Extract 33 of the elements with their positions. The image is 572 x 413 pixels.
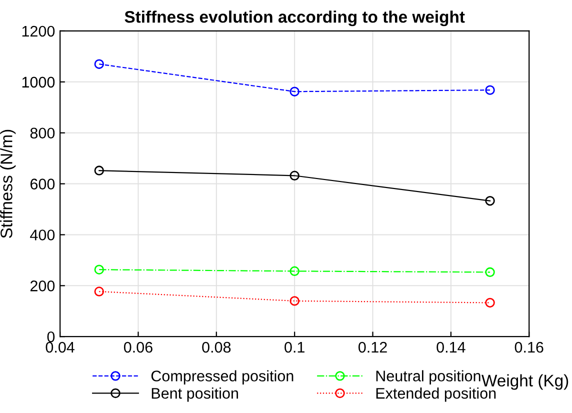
point (290, 266, 300, 276)
y-axis-title: Stiffness (N/m) (0, 130, 16, 238)
x-tick-label: 0.12 (358, 342, 387, 353)
legend-label: Extended position (376, 388, 496, 402)
legend-label: Compressed position (151, 370, 294, 384)
point (290, 86, 300, 96)
point (485, 298, 495, 308)
x-tick-label: 0.04 (46, 342, 74, 353)
x-tick-label: 0.06 (124, 342, 152, 353)
point (94, 59, 104, 69)
chart-title: Stiffness evolution according to the weight (124, 10, 465, 26)
point (94, 264, 104, 274)
legend-label: Bent position (152, 388, 238, 402)
y-tick-label: 1200 (22, 26, 55, 37)
x-axis-title: Weight (Kg) (482, 374, 568, 390)
point (290, 170, 300, 180)
y-tick-label: 1000 (22, 76, 55, 88)
point (94, 286, 104, 296)
legend-label: Neutral position (376, 370, 480, 384)
y-tick-label: 600 (30, 178, 55, 190)
point (485, 267, 495, 278)
point (485, 196, 495, 206)
y-tick-label: 0 (47, 331, 55, 342)
x-tick-label: 0.08 (202, 342, 231, 353)
x-tick-label: 0.14 (436, 342, 466, 353)
y-tick-label: 800 (30, 128, 55, 139)
point (485, 85, 495, 95)
point (290, 296, 300, 306)
y-tick-label: 400 (30, 230, 55, 240)
x-tick-label: 0.1 (284, 342, 304, 353)
point (94, 166, 104, 176)
y-tick-label: 200 (30, 280, 55, 292)
x-tick-label: 0.16 (514, 342, 544, 353)
